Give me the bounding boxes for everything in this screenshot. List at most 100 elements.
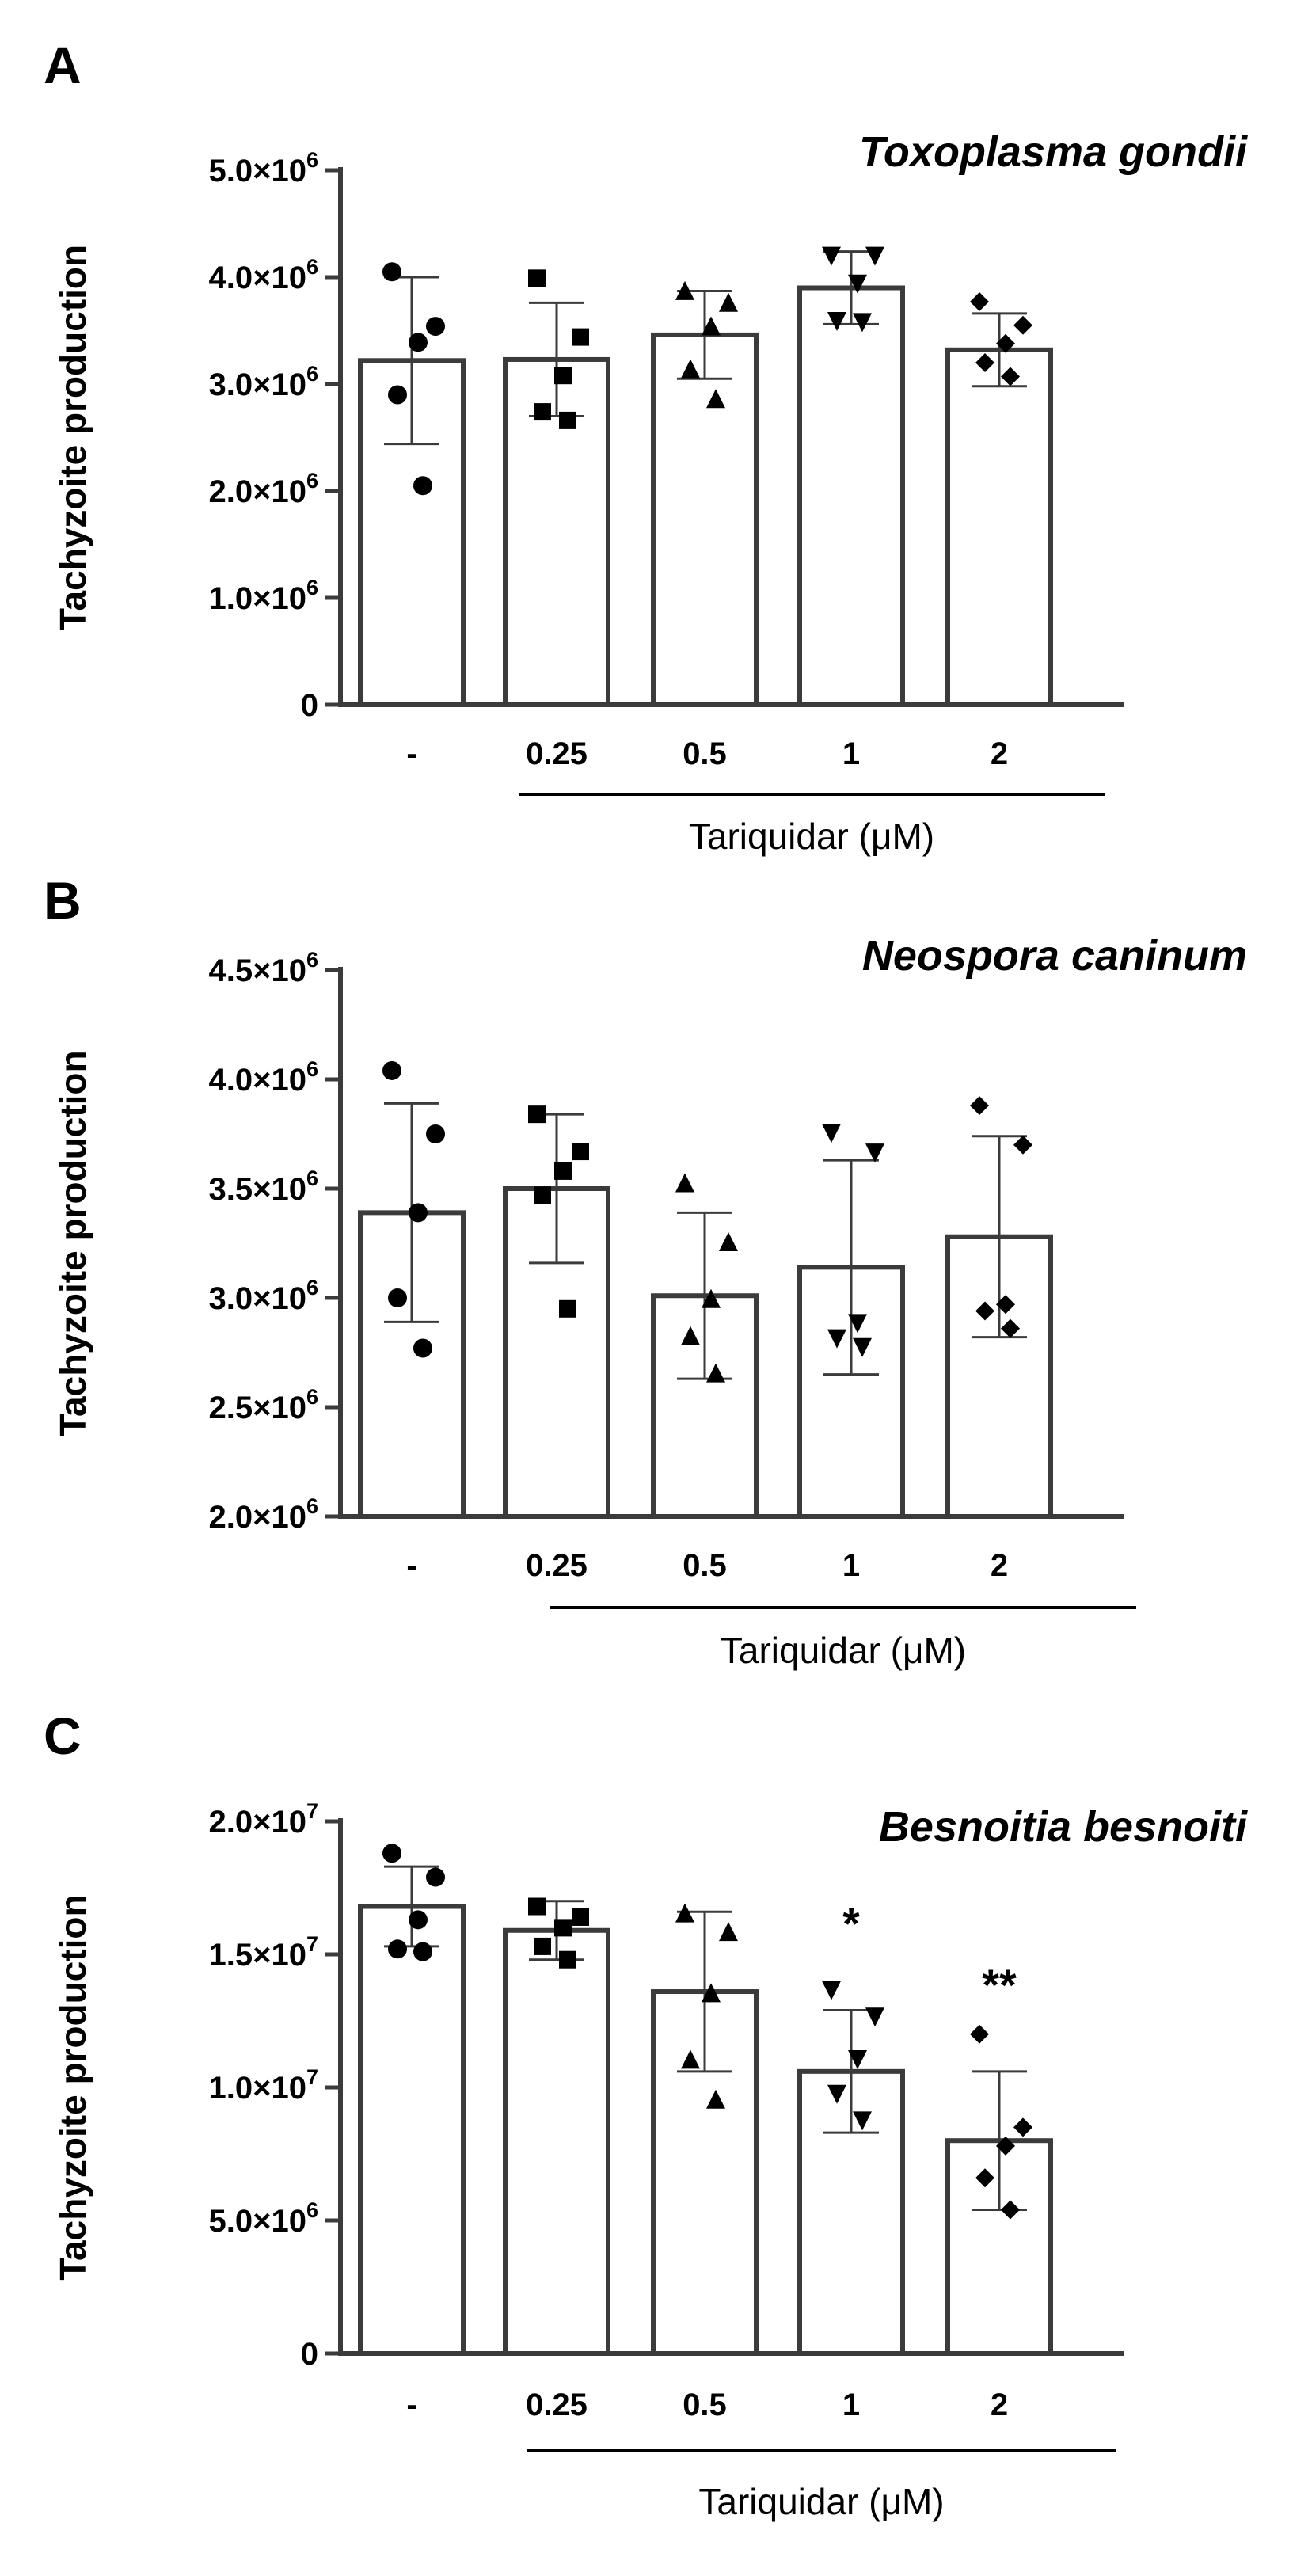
chart-title: Neospora caninum xyxy=(862,932,1247,980)
panel-label: A xyxy=(44,36,82,94)
y-tick-mantissa: 1.0 xyxy=(209,2071,253,2106)
data-point-1-4-4 xyxy=(1001,1318,1020,1338)
y-tick-base: 10 xyxy=(271,1805,306,1840)
y-tick-label: 5.0×106 xyxy=(209,148,319,188)
data-point-2-3-3 xyxy=(827,2084,846,2104)
y-tick-times: × xyxy=(253,367,271,402)
chart-title: Toxoplasma gondii xyxy=(859,128,1248,176)
y-tick-times: × xyxy=(253,1391,271,1425)
data-point-1-0-1 xyxy=(426,1124,445,1143)
chart-title: Besnoitia besnoiti xyxy=(879,1803,1248,1851)
data-point-2-0-2 xyxy=(409,1910,428,1930)
data-point-2-3-1 xyxy=(865,2007,884,2027)
data-point-2-1-0 xyxy=(528,1897,546,1916)
data-point-0-2-2 xyxy=(702,316,721,336)
y-tick-exponent: 6 xyxy=(306,255,318,279)
bar-1 xyxy=(503,1927,610,2356)
y-tick-label: 1.0×107 xyxy=(209,2065,319,2106)
y-tick-label: 4.0×106 xyxy=(209,1057,319,1098)
y-tick-mantissa: 3.5 xyxy=(209,1172,253,1207)
data-point-0-4-4 xyxy=(1001,367,1020,386)
panel-a: A Toxoplasma gondii Tachyzoite production 0… xyxy=(44,36,1248,857)
data-point-1-1-0 xyxy=(528,1105,546,1124)
y-tick-times: × xyxy=(253,1063,271,1098)
y-tick-label: 3.0×106 xyxy=(209,362,319,402)
data-point-0-1-2 xyxy=(554,367,572,385)
x-tick-label-4: 2 xyxy=(991,1548,1008,1583)
y-tick-exponent: 6 xyxy=(306,1494,318,1518)
y-tick-mantissa: 1.5 xyxy=(209,1938,253,1973)
data-point-0-0-4 xyxy=(413,476,432,496)
x-tick-label-0: - xyxy=(406,2388,416,2422)
y-tick-exponent: 6 xyxy=(306,469,318,493)
y-tick-base: 10 xyxy=(271,1063,306,1098)
data-point-2-3-2 xyxy=(848,2050,867,2070)
x-tick-label-1: 0.25 xyxy=(526,2388,588,2422)
y-tick-times: × xyxy=(253,1281,271,1316)
data-point-0-1-4 xyxy=(559,411,576,429)
y-tick-exponent: 6 xyxy=(306,1385,318,1409)
panel-c: C Besnoitia besnoiti Tachyzoite production… xyxy=(44,1707,1248,2522)
y-tick-times: × xyxy=(253,1805,271,1840)
panel-label: C xyxy=(44,1707,82,1765)
data-point-2-1-1 xyxy=(572,1908,589,1926)
y-axis-label: Tachyzoite production xyxy=(52,1894,93,2280)
data-point-0-4-1 xyxy=(1013,315,1032,335)
y-tick-mantissa: 1.0 xyxy=(209,581,253,616)
y-tick-label: 2.5×106 xyxy=(209,1385,319,1425)
data-point-2-4-3 xyxy=(975,2168,994,2188)
y-tick-label: 0 xyxy=(301,688,318,723)
y-tick-exponent: 6 xyxy=(306,148,318,172)
data-point-2-2-4 xyxy=(706,2089,725,2109)
data-point-2-4-2 xyxy=(996,2136,1015,2156)
x-tick-label-3: 1 xyxy=(842,736,860,771)
y-tick-mantissa: 2.0 xyxy=(209,474,253,509)
y-tick-mantissa: 4.0 xyxy=(209,1063,253,1098)
y-tick-mantissa: 4.5 xyxy=(209,953,253,988)
y-tick-exponent: 6 xyxy=(306,362,318,386)
x-axis-group-label: Tariquidar (μM) xyxy=(689,816,934,857)
y-tick-times: × xyxy=(253,154,271,188)
data-point-1-3-0 xyxy=(822,1124,841,1143)
data-point-1-3-2 xyxy=(848,1314,867,1334)
y-tick-label: 2.0×106 xyxy=(209,1494,319,1535)
data-point-0-0-1 xyxy=(426,317,445,337)
y-tick-label: 1.5×107 xyxy=(209,1932,319,1973)
data-point-1-3-4 xyxy=(853,1337,872,1357)
y-tick-base: 10 xyxy=(271,1172,306,1207)
y-tick-mantissa: 5.0 xyxy=(209,154,253,188)
data-point-1-2-4 xyxy=(706,1363,725,1383)
x-tick-label-1: 0.25 xyxy=(526,1548,588,1583)
data-point-0-4-2 xyxy=(996,333,1015,353)
data-point-2-1-2 xyxy=(554,1919,572,1937)
data-point-1-3-3 xyxy=(827,1329,846,1349)
x-tick-label-3: 1 xyxy=(842,2388,860,2422)
data-point-1-2-2 xyxy=(702,1288,721,1308)
y-tick-mantissa: 2.0 xyxy=(209,1500,253,1535)
y-tick-times: × xyxy=(253,1500,271,1535)
bar-2 xyxy=(651,332,759,707)
data-point-2-3-0 xyxy=(822,1981,841,2000)
data-point-1-4-1 xyxy=(1013,1135,1032,1155)
data-point-1-1-4 xyxy=(559,1299,576,1318)
y-tick-base: 10 xyxy=(271,2204,306,2239)
y-tick-label: 3.0×106 xyxy=(209,1276,319,1316)
y-tick-exponent: 6 xyxy=(306,948,318,972)
y-tick-base: 10 xyxy=(271,367,306,402)
x-axis-group-label: Tariquidar (μM) xyxy=(698,2481,944,2522)
y-tick-label: 3.5×106 xyxy=(209,1166,319,1207)
data-point-1-2-0 xyxy=(675,1173,694,1193)
y-tick-times: × xyxy=(253,1172,271,1207)
data-point-1-4-0 xyxy=(970,1096,989,1116)
data-point-1-0-3 xyxy=(388,1288,407,1307)
y-tick-times: × xyxy=(253,1938,271,1973)
data-point-2-0-0 xyxy=(382,1844,401,1863)
data-point-1-3-1 xyxy=(865,1143,884,1163)
data-point-0-4-0 xyxy=(970,292,989,312)
significance-marker-3: * xyxy=(842,1899,860,1949)
data-point-1-1-3 xyxy=(534,1186,551,1204)
data-point-0-0-2 xyxy=(409,333,428,352)
data-point-2-0-1 xyxy=(426,1867,445,1887)
y-tick-exponent: 7 xyxy=(306,1799,318,1823)
panel-label: B xyxy=(44,871,82,930)
